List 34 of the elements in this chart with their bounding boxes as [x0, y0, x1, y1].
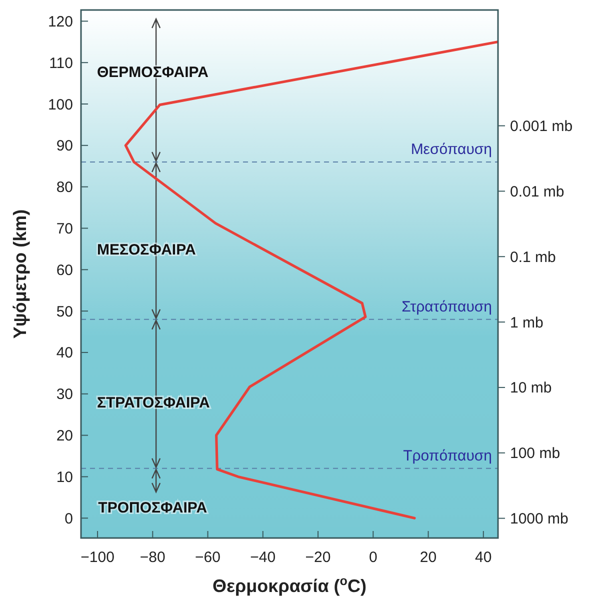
ref-line-label: Τροπόπαυση: [403, 447, 492, 464]
y-tick-label: 50: [56, 303, 73, 320]
y-tick-label: 90: [56, 138, 73, 155]
x-tick-label: −80: [140, 549, 166, 566]
y-tick-label: 60: [56, 262, 73, 279]
y2-tick-label: 100 mb: [510, 445, 560, 462]
y-tick-label: 40: [56, 344, 73, 362]
y-tick-label: 0: [64, 510, 73, 528]
y2-tick-label: 0.1 mb: [510, 248, 556, 266]
x-tick-label: −20: [305, 549, 331, 566]
y-tick-label: 10: [56, 468, 73, 486]
y-axis-title: Υψόμετρο (km): [10, 209, 30, 339]
y2-tick-label: 0.001 mb: [510, 118, 573, 136]
x-tick-label: 20: [420, 549, 437, 566]
y-tick-label: 20: [56, 428, 73, 445]
y2-tick-label: 10 mb: [510, 380, 552, 397]
y2-tick-label: 1000 mb: [510, 510, 568, 528]
y-tick-label: 70: [56, 220, 73, 238]
y-tick-label: 120: [48, 13, 73, 30]
x-tick-label: −60: [195, 549, 221, 566]
x-tick-label: 0: [368, 549, 378, 566]
y-tick-label: 80: [56, 179, 73, 196]
x-tick-label: −100: [80, 549, 114, 566]
ref-line-label: Στρατόπαυση: [402, 298, 492, 316]
y2-tick-label: 1 mb: [510, 314, 544, 332]
y-tick-label: 30: [56, 386, 73, 404]
ref-line-label: Μεσόπαυση: [410, 140, 492, 158]
x-tick-label: −40: [250, 549, 276, 566]
y2-tick-label: 0.01 mb: [510, 183, 564, 200]
x-tick-label: 40: [475, 549, 492, 566]
x-axis-title: Θερμοκρασία ($^{o}$C): [212, 574, 367, 596]
y-tick-label: 100: [48, 96, 73, 114]
annotation: ΤΡΟΠΟΣΦΑΙΡΑ: [98, 499, 208, 516]
y-tick-label: 110: [49, 54, 73, 72]
